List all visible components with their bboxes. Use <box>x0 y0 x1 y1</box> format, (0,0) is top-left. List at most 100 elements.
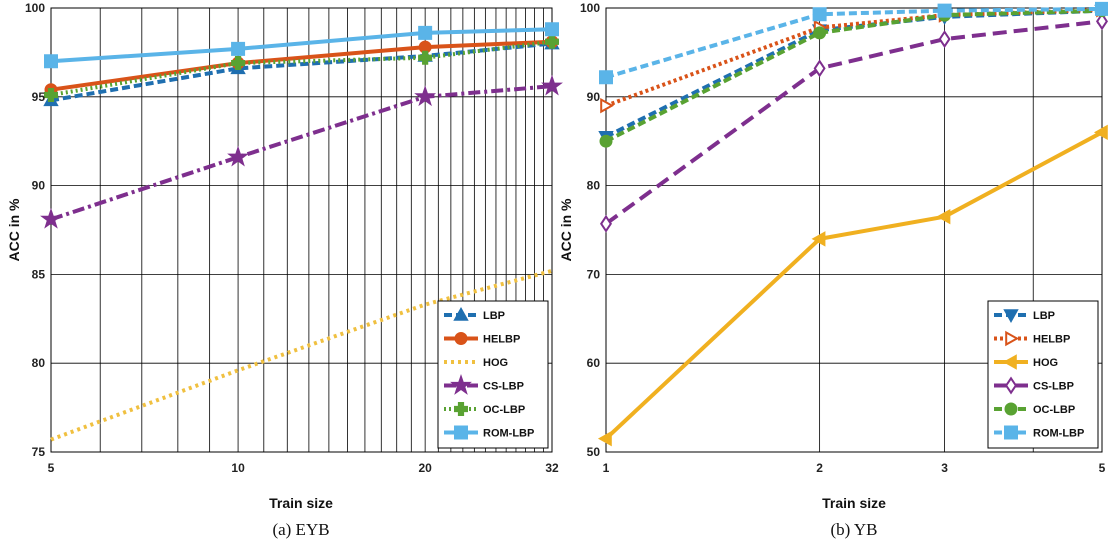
data-point <box>600 97 615 114</box>
series-line <box>50 27 553 64</box>
legend-label: OC-LBP <box>483 404 525 416</box>
series-line <box>50 39 553 92</box>
legend-label: HOG <box>1033 357 1058 369</box>
x-tick-label: 2 <box>816 461 823 475</box>
legend-label: LBP <box>1033 310 1055 322</box>
legend-entry-helbp: HELBP <box>444 332 520 346</box>
caption-a: (a) EYB <box>272 520 329 539</box>
y-tick-label: 50 <box>587 445 601 459</box>
legend-entry-hog: HOG <box>994 354 1058 370</box>
legend-entry-lbp: LBP <box>994 309 1055 324</box>
y-tick-label: 100 <box>25 1 45 15</box>
y-tick-label: 90 <box>587 90 601 104</box>
data-point <box>231 56 246 71</box>
legend-label: ROM-LBP <box>1033 428 1084 440</box>
x-axis-label-a: Train size <box>269 495 333 511</box>
legend-box <box>987 300 1099 449</box>
legend-label: OC-LBP <box>1033 404 1075 416</box>
y-ticks-b: 50 60 70 80 90 100 <box>580 1 600 459</box>
y-axis-label-b: ACC in % <box>558 198 574 262</box>
legend-label: HOG <box>483 357 508 369</box>
legend-b: LBP HELBP HOG CS-LBP OC-LBP ROM-LBP <box>987 300 1099 449</box>
legend-marker <box>1003 309 1019 324</box>
y-tick-label: 95 <box>32 90 46 104</box>
legend-marker <box>1004 402 1018 416</box>
data-point <box>40 207 62 229</box>
y-ticks-a: 75 80 85 90 95 100 <box>25 1 45 459</box>
data-point <box>936 208 951 225</box>
data-point <box>414 85 437 107</box>
data-point <box>545 22 559 37</box>
series-lines-a <box>40 22 563 442</box>
data-point <box>227 145 250 167</box>
legend-label: HELBP <box>483 334 520 346</box>
data-point <box>418 50 433 65</box>
series-hog <box>597 124 1108 447</box>
x-tick-label: 5 <box>48 461 55 475</box>
series-line <box>604 19 1103 226</box>
series-rom-lbp <box>599 1 1108 85</box>
y-tick-label: 85 <box>32 267 46 281</box>
series-oc-lbp <box>44 34 559 103</box>
legend-entry-lbp: LBP <box>444 306 505 322</box>
chart-b: 50 60 70 80 90 100 1 2 3 5 Train size ACC in % (… <box>558 1 1108 539</box>
data-point <box>418 25 433 40</box>
series-cs-lbp <box>599 12 1108 233</box>
data-point <box>231 41 246 56</box>
data-point <box>44 54 58 69</box>
y-tick-label: 70 <box>587 267 601 281</box>
legend-a: LBP HELBP HOG CS-LBP OC-LBP ROM-LBP <box>437 300 549 449</box>
legend-entry-cs-lbp: CS-LBP <box>444 373 524 395</box>
series-rom-lbp <box>44 22 559 69</box>
x-tick-label: 32 <box>545 461 559 475</box>
data-point <box>541 74 563 96</box>
series-line <box>605 7 1103 108</box>
y-tick-label: 90 <box>32 179 46 193</box>
data-point <box>44 88 58 103</box>
series-line <box>50 268 553 442</box>
y-axis-label-a: ACC in % <box>6 198 22 262</box>
x-ticks-b: 1 2 3 5 <box>603 461 1106 475</box>
legend-marker <box>453 306 469 321</box>
data-point <box>1095 12 1108 31</box>
legend-marker <box>1002 354 1017 370</box>
legend-marker <box>454 425 468 440</box>
x-tick-label: 10 <box>231 461 245 475</box>
series-cs-lbp <box>40 74 563 229</box>
legend-marker <box>454 332 468 345</box>
chart-a: 75 80 85 90 95 100 5 10 20 32 Train size ACC in … <box>6 1 563 539</box>
legend-entry-hog: HOG <box>444 357 508 369</box>
legend-label: HELBP <box>1033 334 1070 346</box>
data-point <box>937 3 952 18</box>
series-line <box>50 41 553 103</box>
series-line <box>50 84 553 222</box>
x-tick-label: 1 <box>603 461 610 475</box>
data-point <box>1093 124 1108 141</box>
series-line <box>605 8 1103 143</box>
series-lines-b <box>597 1 1108 447</box>
y-tick-label: 80 <box>32 356 46 370</box>
series-line <box>604 130 1103 441</box>
legend-marker <box>1004 376 1018 395</box>
data-point <box>938 30 951 49</box>
legend-entry-oc-lbp: OC-LBP <box>994 402 1075 416</box>
y-tick-label: 100 <box>580 1 600 15</box>
legend-label: CS-LBP <box>483 381 524 393</box>
data-point <box>811 231 826 247</box>
data-point <box>597 430 612 447</box>
legend-entry-oc-lbp: OC-LBP <box>444 402 525 416</box>
legend-entry-cs-lbp: CS-LBP <box>994 376 1074 395</box>
data-point <box>813 59 826 78</box>
caption-b: (b) YB <box>830 520 877 539</box>
grid-a <box>50 7 553 453</box>
data-point <box>599 214 613 233</box>
y-tick-label: 80 <box>587 179 601 193</box>
data-point <box>812 7 827 22</box>
data-point <box>813 26 827 40</box>
x-ticks-a: 5 10 20 32 <box>48 461 559 475</box>
data-point <box>599 134 613 148</box>
data-point <box>1095 1 1108 16</box>
legend-box <box>437 300 549 449</box>
legend-label: ROM-LBP <box>483 428 534 440</box>
